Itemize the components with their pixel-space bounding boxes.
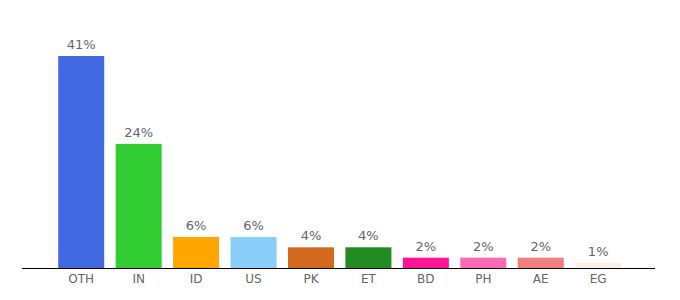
data-label: 2%	[530, 239, 551, 254]
bar	[403, 258, 449, 268]
bar	[58, 56, 104, 268]
data-label: 2%	[473, 239, 494, 254]
category-label: PK	[303, 272, 319, 286]
bar	[173, 237, 219, 268]
bar	[116, 144, 162, 268]
data-label: 6%	[243, 218, 264, 233]
data-label: 4%	[358, 228, 379, 243]
category-label: IN	[132, 272, 145, 286]
bar	[231, 237, 277, 268]
x-axis	[22, 268, 655, 269]
data-label: 6%	[186, 218, 207, 233]
category-label: PH	[475, 272, 491, 286]
category-label: BD	[417, 272, 434, 286]
category-label: ID	[190, 272, 203, 286]
category-label: EG	[590, 272, 607, 286]
bar	[345, 247, 391, 268]
data-label: 24%	[124, 125, 153, 140]
chart: 41% OTH 24% IN 6% ID 6% US 4% PK 4% ET 2% BD 2% PH 2% AE 1…	[0, 0, 680, 300]
bar	[575, 263, 621, 268]
bar	[288, 247, 334, 268]
category-label: AE	[533, 272, 549, 286]
category-label: OTH	[68, 272, 94, 286]
bar	[460, 258, 506, 268]
data-label: 41%	[67, 37, 96, 52]
data-label: 4%	[301, 228, 322, 243]
bar	[518, 258, 564, 268]
data-label: 2%	[416, 239, 437, 254]
category-label: US	[245, 272, 261, 286]
data-label: 1%	[588, 244, 609, 259]
bars	[58, 56, 621, 268]
category-label: ET	[361, 272, 377, 286]
